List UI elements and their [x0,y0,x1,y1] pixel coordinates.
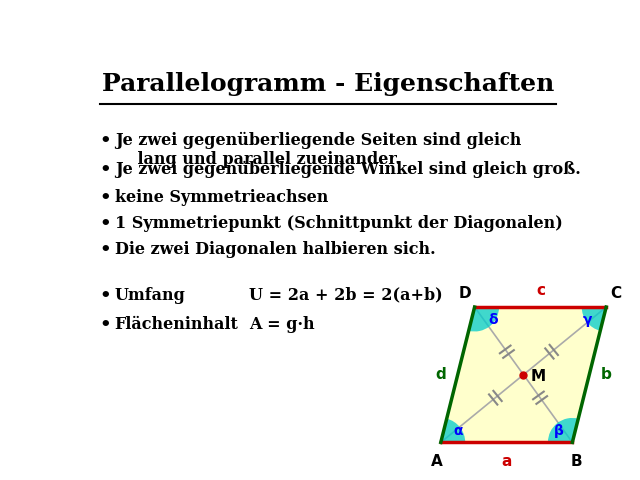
Text: •: • [100,132,111,150]
Text: γ: γ [582,313,592,327]
Text: a: a [501,454,512,468]
Text: A = g·h: A = g·h [249,316,314,333]
Polygon shape [441,307,606,443]
Wedge shape [582,307,606,331]
Text: B: B [570,454,582,468]
Text: C: C [610,287,621,301]
Wedge shape [441,419,465,443]
Text: d: d [435,367,446,382]
Text: α: α [453,424,463,438]
Text: •: • [100,189,111,207]
Text: keine Symmetrieachsen: keine Symmetrieachsen [115,189,328,206]
Text: β: β [554,424,564,438]
Text: Je zwei gegenüberliegende Seiten sind gleich
    lang und parallel zueinander.: Je zwei gegenüberliegende Seiten sind gl… [115,132,521,168]
Text: U = 2a + 2b = 2(a+b): U = 2a + 2b = 2(a+b) [249,287,442,304]
Text: δ: δ [488,313,498,327]
Text: Flächeninhalt: Flächeninhalt [115,316,239,333]
Text: c: c [536,283,545,298]
Text: b: b [601,367,612,382]
Text: •: • [100,161,111,179]
Wedge shape [468,307,499,332]
Text: •: • [100,215,111,233]
Text: Parallelogramm - Eigenschaften: Parallelogramm - Eigenschaften [102,72,554,96]
Text: 1 Symmetriepunkt (Schnittpunkt der Diagonalen): 1 Symmetriepunkt (Schnittpunkt der Diago… [115,215,563,232]
Text: D: D [459,287,472,301]
Text: Die zwei Diagonalen halbieren sich.: Die zwei Diagonalen halbieren sich. [115,240,435,258]
Text: •: • [100,240,111,259]
Text: •: • [100,316,111,335]
Text: Je zwei gegenüberliegende Winkel sind gleich groß.: Je zwei gegenüberliegende Winkel sind gl… [115,161,580,178]
Text: M: M [531,369,546,384]
Text: •: • [100,287,111,305]
Text: A: A [431,454,443,468]
Wedge shape [548,418,579,443]
Text: Umfang: Umfang [115,287,186,304]
